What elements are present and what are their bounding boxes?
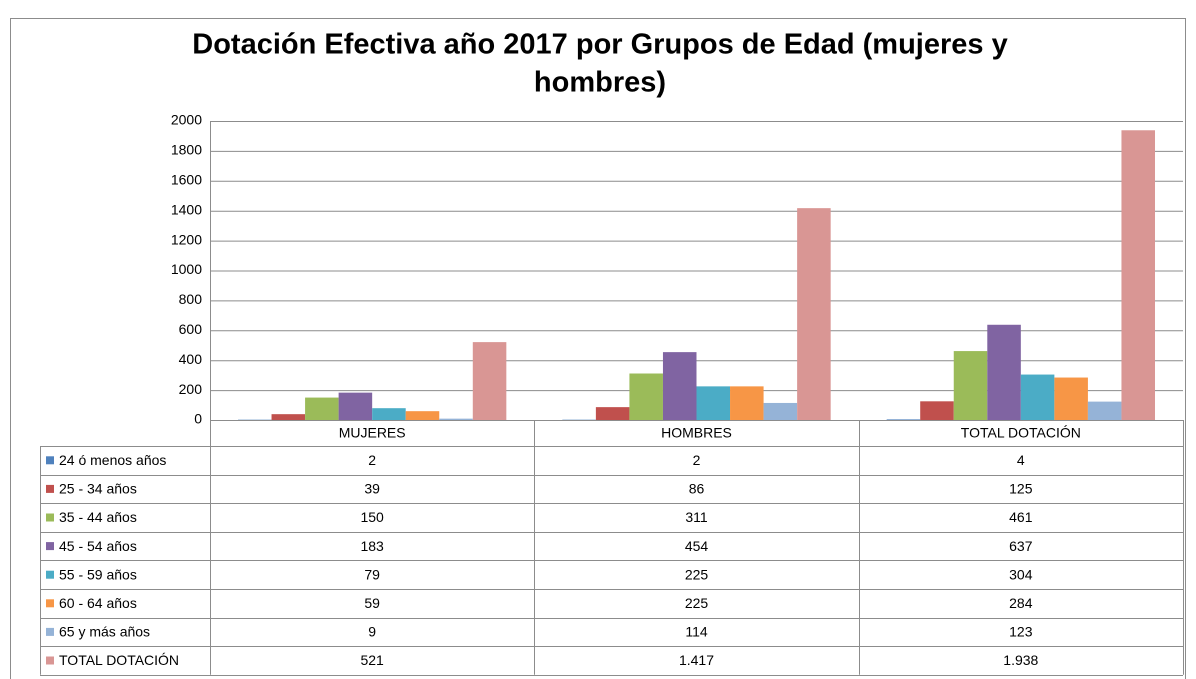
legend-swatch [46,656,54,665]
table-value: 461 [1009,509,1033,525]
legend-label: 35 - 44 años [59,509,137,525]
legend-label: 24 ó menos años [59,452,166,468]
bar [696,386,731,420]
table-value: 9 [368,624,376,640]
y-tick-label: 1800 [171,142,202,158]
y-tick-label: 0 [194,411,202,427]
bar [1054,377,1088,420]
bar [1087,401,1122,420]
bar [797,208,831,420]
bar [920,401,954,420]
bar [405,411,440,420]
bar [886,419,921,420]
legend-swatch [46,599,54,608]
table-value: 39 [364,481,380,497]
y-tick-label: 600 [179,321,203,337]
table-value: 123 [1009,624,1033,640]
y-tick-label: 200 [179,381,203,397]
legend-swatch [46,456,54,465]
table-value: 1.938 [1003,652,1038,668]
table-value: 79 [364,566,380,582]
bar [338,392,373,420]
legend-swatch [46,484,54,493]
bar [271,414,306,420]
legend-label: TOTAL DOTACIÓN [59,652,179,668]
x-tick-label: MUJERES [339,425,406,441]
table-value: 1.417 [679,652,714,668]
table-value: 86 [689,481,705,497]
bar [1121,130,1155,421]
legend-label: 60 - 64 años [59,595,137,611]
x-tick-label: TOTAL DOTACIÓN [961,425,1081,441]
bar [439,418,473,420]
legend-swatch [46,513,54,522]
bar [953,351,988,420]
bar [595,407,630,420]
legend-swatch [46,570,54,579]
table-value: 150 [360,509,384,525]
table-value: 311 [685,509,708,525]
y-tick-label: 1200 [171,231,202,247]
y-tick-label: 800 [179,291,203,307]
y-tick-label: 1000 [171,261,202,277]
y-tick-label: 1400 [171,201,202,217]
table-value: 637 [1009,538,1033,554]
legend-label: 45 - 54 años [59,538,137,554]
table-value: 521 [360,652,384,668]
bar [1020,374,1055,420]
bar [763,402,798,420]
legend-label: 55 - 59 años [59,566,137,582]
bar [472,342,507,420]
table-value: 454 [685,538,709,554]
bar [987,324,1021,420]
table-value: 114 [685,624,708,640]
table-value: 304 [1009,566,1033,582]
table-value: 59 [364,595,380,611]
legend-swatch [46,542,54,551]
table-value: 284 [1009,595,1033,611]
bar [662,352,697,420]
table-value: 125 [1009,481,1033,497]
chart-title: hombres) [534,67,666,99]
bar [629,373,663,420]
chart-title: Dotación Efectiva año 2017 por Grupos de… [192,29,1007,61]
y-tick-label: 2000 [171,112,202,128]
bar [372,408,406,420]
x-tick-label: HOMBRES [661,425,732,441]
bar [730,386,764,420]
legend-swatch [46,627,54,636]
table-value: 225 [685,595,709,611]
y-tick-label: 400 [179,351,203,367]
table-value: 183 [360,538,384,554]
y-tick-label: 1600 [171,172,202,188]
bar [305,397,339,420]
table-value: 4 [1017,452,1025,468]
table-value: 2 [693,452,701,468]
table-value: 225 [685,566,709,582]
legend-label: 25 - 34 años [59,481,137,497]
table-value: 2 [368,452,376,468]
legend-label: 65 y más años [59,624,150,640]
